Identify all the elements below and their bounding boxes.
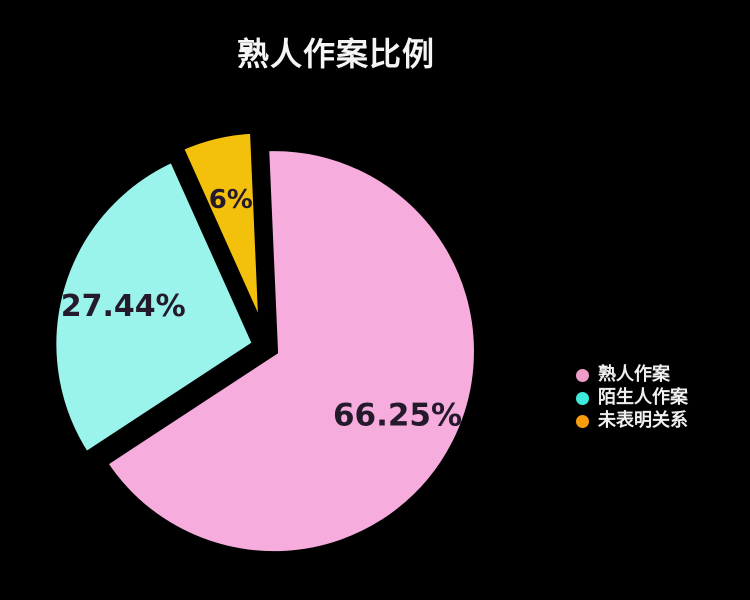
pie-slice-0 bbox=[97, 143, 482, 560]
legend-label: 熟人作案 bbox=[598, 364, 670, 385]
legend-dot-icon bbox=[576, 368, 589, 382]
legend: 熟人作案 陌生人作案 未表明关系 bbox=[576, 366, 688, 430]
pie-slice-label-1: 27.44% bbox=[61, 289, 186, 324]
legend-dot-icon bbox=[576, 414, 589, 428]
legend-label: 未表明关系 bbox=[598, 410, 688, 431]
pie-slice-1 bbox=[48, 152, 262, 462]
chart-title: 熟人作案比例 bbox=[236, 35, 436, 73]
legend-item-2: 未表明关系 bbox=[576, 412, 688, 430]
legend-item-1: 陌生人作案 bbox=[576, 389, 688, 407]
pie-slice-2 bbox=[174, 125, 267, 336]
pie-slice-label-2: 6% bbox=[209, 185, 253, 215]
legend-dot-icon bbox=[576, 391, 589, 405]
legend-item-0: 熟人作案 bbox=[576, 366, 688, 384]
legend-label: 陌生人作案 bbox=[598, 387, 688, 408]
pie-slice-label-0: 66.25% bbox=[333, 397, 462, 433]
